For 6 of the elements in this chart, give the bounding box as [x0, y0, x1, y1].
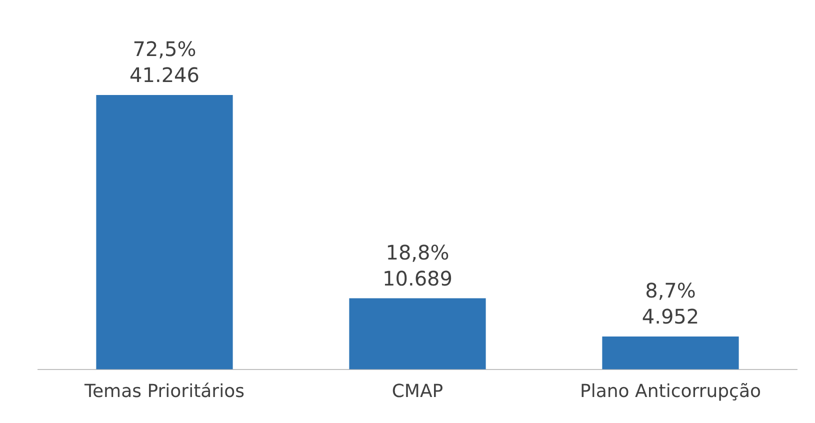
- data-label: 18,8% 10.689: [382, 240, 452, 290]
- x-tick-label: Temas Prioritários: [84, 380, 244, 402]
- data-label: 8,7% 4.952: [642, 278, 700, 329]
- x-tick-label: Plano Anticorrupção: [580, 380, 761, 402]
- x-tick-label: CMAP: [392, 380, 444, 402]
- data-label: 72,5% 41.246: [130, 37, 200, 88]
